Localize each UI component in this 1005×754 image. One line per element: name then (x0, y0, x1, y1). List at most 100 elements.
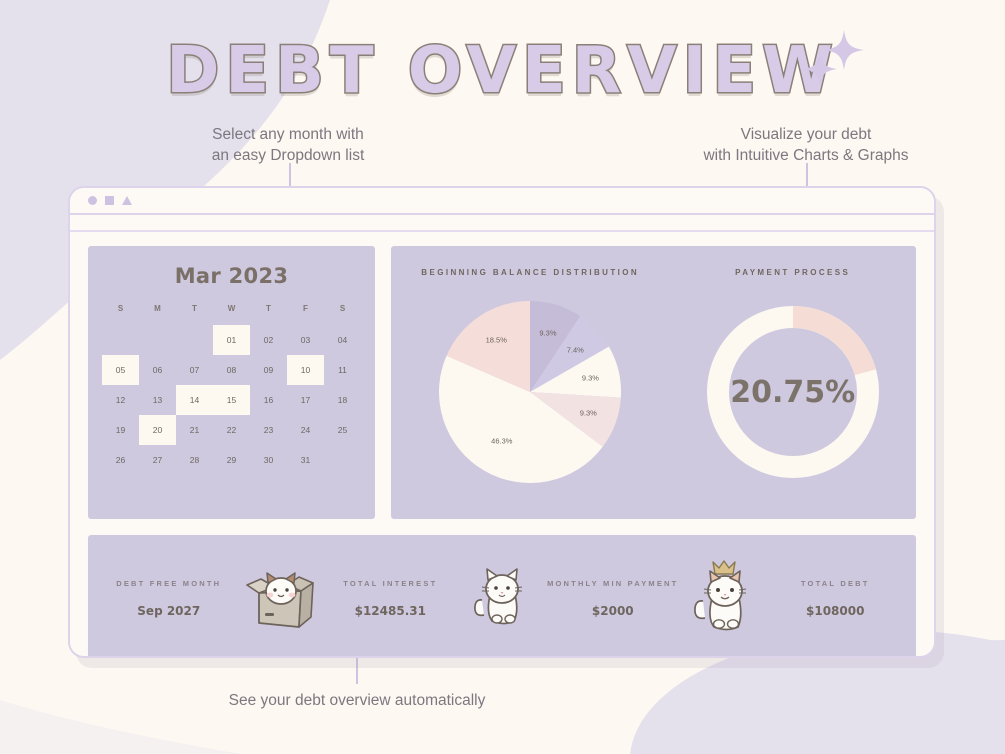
calendar-day-cell[interactable]: 25 (324, 415, 361, 445)
calendar-day-cell[interactable]: 17 (287, 385, 324, 415)
calendar-day-cell[interactable]: 20 (139, 415, 176, 445)
pie-slice[interactable] (446, 301, 531, 392)
pie-slice[interactable] (530, 346, 622, 398)
calendar-day-cell[interactable]: 23 (250, 415, 287, 445)
donut-chart-block: PAYMENT PROCESS 20.75% (700, 268, 886, 485)
calendar-day-label: 11 (338, 365, 347, 375)
calendar-day-cell[interactable]: 18 (324, 385, 361, 415)
calendar-week-row: 01 02 03 04 (102, 325, 361, 355)
stat-total-debt: TOTAL DEBT $108000 (770, 579, 900, 618)
calendar-day-cell[interactable]: 09 (250, 355, 287, 385)
calendar-grid: S M T W T F S 01 02 03 04 05 06 07 08 09 10 11 12 13… (102, 304, 361, 475)
calendar-day-cell[interactable]: 26 (102, 445, 139, 475)
pie-slice[interactable] (530, 392, 622, 447)
calendar-empty-cell (176, 325, 213, 355)
square-control-icon[interactable] (105, 196, 114, 205)
calendar-week-row: 12 13 14 15 16 17 18 (102, 385, 361, 415)
calendar-day-label: 22 (226, 425, 237, 435)
page-title-wrap: DEBT OVERVIEW (0, 33, 1005, 110)
triangle-control-icon[interactable] (122, 196, 132, 205)
calendar-day-cell[interactable]: 29 (213, 445, 250, 475)
stat-monthly-min-payment: MONTHLY MIN PAYMENT $2000 (547, 579, 678, 618)
weekday-header: S (117, 304, 124, 313)
pie-chart-title: BEGINNING BALANCE DISTRIBUTION (421, 268, 640, 277)
pie-slice-label: 9.3% (581, 373, 599, 383)
calendar-day-cell[interactable]: 19 (102, 415, 139, 445)
calendar-day-label: 12 (115, 395, 126, 405)
calendar-day-cell[interactable]: 16 (250, 385, 287, 415)
crowned-cat-illustration (678, 560, 770, 636)
calendar-day-label: 23 (263, 425, 274, 435)
charts-panel: BEGINNING BALANCE DISTRIBUTION 9.3% 7.4% 9… (391, 246, 916, 519)
app-window: Mar 2023 S M T W T F S 01 02 03 04 05 06 (68, 186, 936, 658)
calendar-week-row: 19 20 21 22 23 24 25 (102, 415, 361, 445)
calendar-day-cell[interactable]: 06 (139, 355, 176, 385)
donut-chart[interactable]: 20.75% (700, 299, 886, 485)
pie-slice-label: 46.3% (491, 436, 513, 446)
circle-control-icon[interactable] (88, 196, 97, 205)
calendar-panel[interactable]: Mar 2023 S M T W T F S 01 02 03 04 05 06 (88, 246, 375, 519)
calendar-day-cell[interactable]: 05 (102, 355, 139, 385)
pie-chart[interactable]: 9.3% 7.4% 9.3% 9.3% 46.3% 18.5% (437, 299, 623, 485)
calendar-day-cell[interactable]: 22 (213, 415, 250, 445)
calendar-day-label: 17 (300, 395, 311, 405)
calendar-day-cell[interactable]: 02 (250, 325, 287, 355)
stat-label: TOTAL DEBT (800, 578, 870, 588)
calendar-day-cell[interactable]: 27 (139, 445, 176, 475)
pie-slice[interactable] (530, 301, 581, 392)
calendar-day-cell[interactable]: 04 (324, 325, 361, 355)
calendar-day-cell[interactable]: 01 (213, 325, 250, 355)
calendar-day-label: 07 (189, 365, 200, 375)
calendar-day-cell[interactable]: 07 (176, 355, 213, 385)
calendar-day-label: 03 (300, 335, 311, 345)
donut-progress-arc[interactable] (706, 306, 879, 478)
calendar-day-cell[interactable]: 03 (287, 325, 324, 355)
caption-overview: See your debt overview automatically (228, 692, 486, 709)
cat-in-box-illustration (234, 565, 326, 631)
calendar-body: 01 02 03 04 05 06 07 08 09 10 11 12 13 14 15 16 17 18 19 20… (102, 325, 361, 475)
pie-slice-label: 7.4% (566, 345, 584, 355)
calendar-week-row: 05 06 07 08 09 10 11 (102, 355, 361, 385)
sitting-cat-illustration (455, 565, 547, 631)
caption-charts: Visualize your debt with Intuitive Chart… (703, 126, 909, 164)
calendar-day-label: 10 (287, 355, 324, 385)
calendar-day-label: 28 (189, 455, 200, 465)
window-toolbar (70, 215, 934, 232)
calendar-day-label: 05 (102, 355, 139, 385)
calendar-month-label[interactable]: Mar 2023 (174, 264, 289, 288)
stat-value: Sep 2027 (137, 603, 201, 618)
stat-label: MONTHLY MIN PAYMENT (547, 578, 679, 588)
calendar-day-label (176, 325, 213, 355)
pie-slice[interactable] (439, 355, 603, 484)
calendar-day-cell[interactable]: 31 (287, 445, 324, 475)
calendar-day-label: 13 (152, 395, 163, 405)
calendar-day-cell[interactable]: 13 (139, 385, 176, 415)
pie-slice-label: 9.3% (579, 408, 597, 418)
calendar-day-cell[interactable]: 24 (287, 415, 324, 445)
calendar-day-cell[interactable]: 11 (324, 355, 361, 385)
calendar-day-cell[interactable]: 30 (250, 445, 287, 475)
stat-total-interest: TOTAL INTEREST $12485.31 (326, 579, 456, 618)
pie-slice-label: 9.3% (539, 328, 557, 338)
calendar-day-cell[interactable]: 12 (102, 385, 139, 415)
calendar-day-label: 24 (300, 425, 311, 435)
calendar-day-label (102, 325, 139, 355)
calendar-day-label: 31 (300, 455, 311, 465)
calendar-day-label: 26 (115, 455, 126, 465)
calendar-day-cell[interactable]: 08 (213, 355, 250, 385)
window-titlebar (70, 188, 934, 215)
dashboard-content: Mar 2023 S M T W T F S 01 02 03 04 05 06 (70, 232, 934, 656)
calendar-day-cell[interactable]: 14 (176, 385, 213, 415)
calendar-day-cell[interactable]: 10 (287, 355, 324, 385)
top-row: Mar 2023 S M T W T F S 01 02 03 04 05 06 (88, 246, 916, 519)
stat-debt-free-month: DEBT FREE MONTH Sep 2027 (104, 579, 234, 618)
calendar-day-label: 09 (263, 365, 274, 375)
pie-slice[interactable] (530, 316, 610, 392)
calendar-day-label: 02 (263, 335, 274, 345)
calendar-day-cell[interactable]: 15 (213, 385, 250, 415)
calendar-day-cell[interactable]: 21 (176, 415, 213, 445)
calendar-week-row: 26 27 28 29 30 31 (102, 445, 361, 475)
weekday-header: T (266, 304, 271, 313)
calendar-empty-cell (324, 445, 361, 475)
calendar-day-cell[interactable]: 28 (176, 445, 213, 475)
